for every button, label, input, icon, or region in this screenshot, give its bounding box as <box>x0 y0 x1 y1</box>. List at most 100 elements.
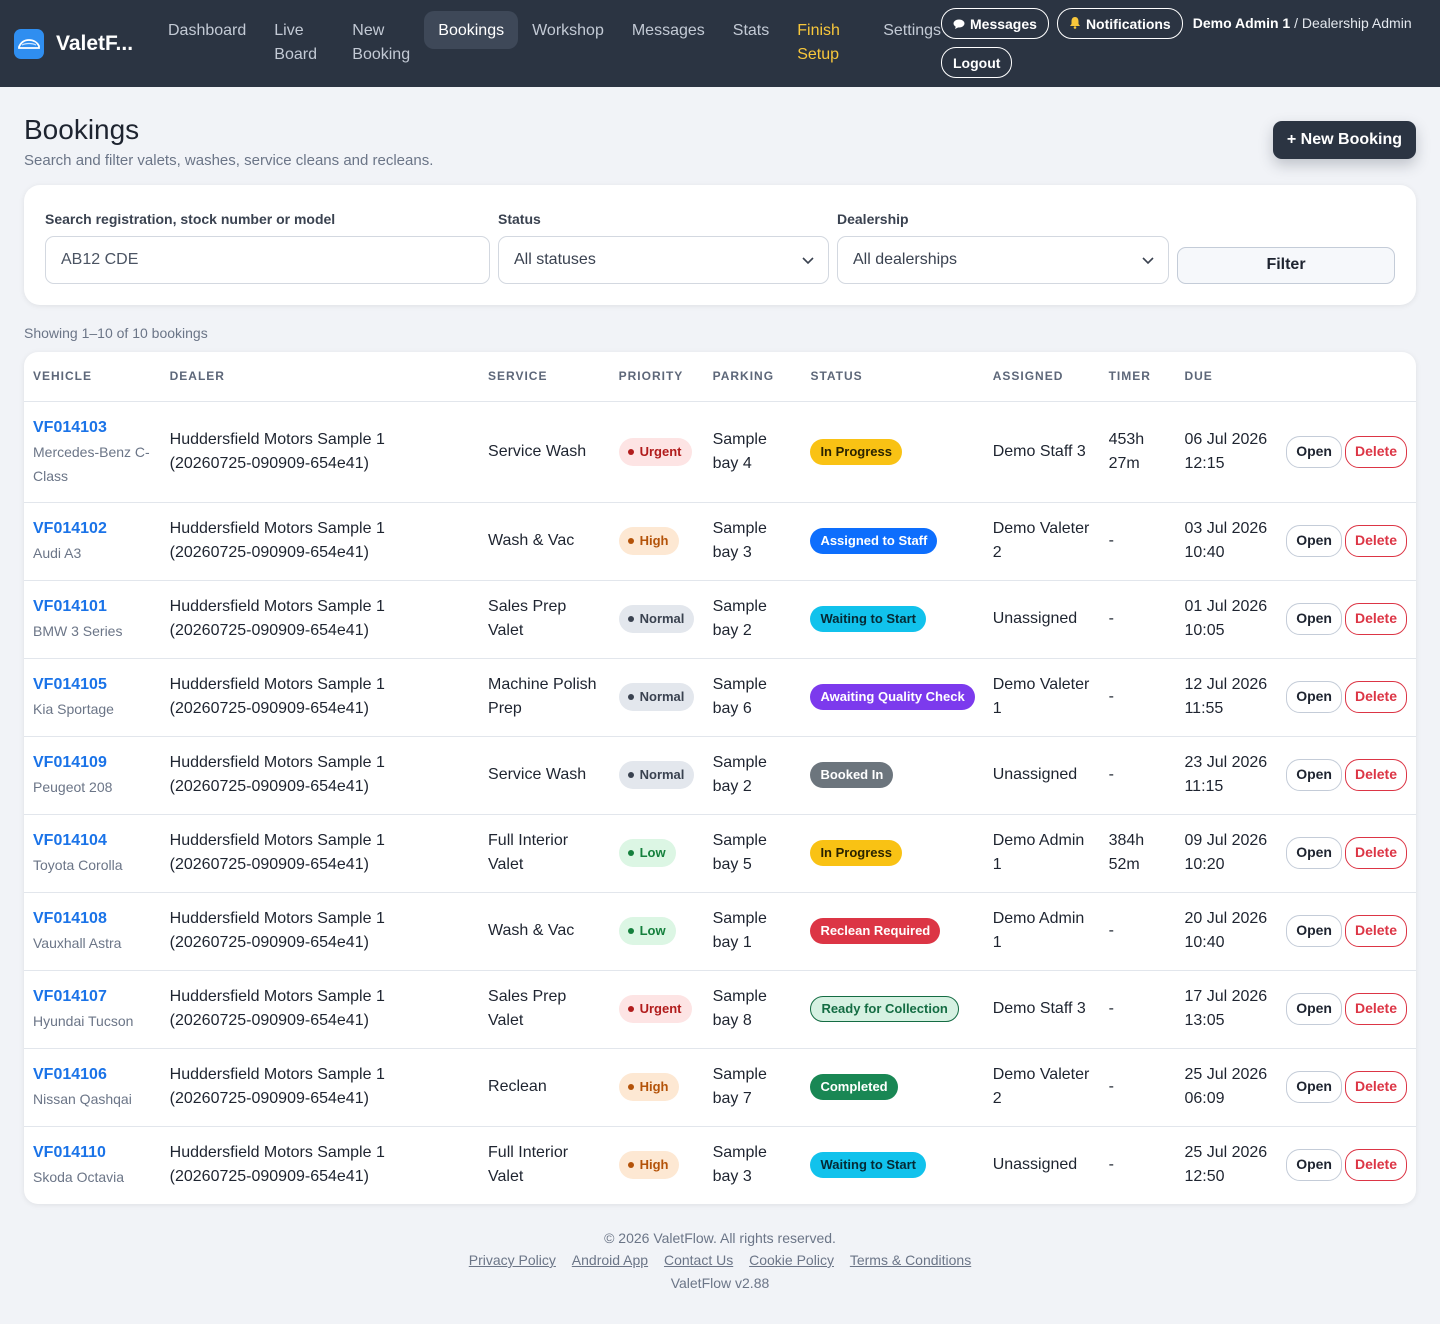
delete-button[interactable]: Delete <box>1344 603 1407 635</box>
col-due[interactable]: DUE <box>1175 352 1278 402</box>
col-vehicle[interactable]: VEHICLE <box>24 352 161 402</box>
table-header-row: VEHICLE DEALER SERVICE PRIORITY PARKING … <box>24 352 1416 402</box>
cookie-policy-link[interactable]: Cookie Policy <box>749 1252 834 1268</box>
android-app-link[interactable]: Android App <box>571 1252 649 1268</box>
col-priority[interactable]: PRIORITY <box>609 352 704 402</box>
timer-cell: - <box>1099 736 1176 815</box>
bookings-table-card: VEHICLE DEALER SERVICE PRIORITY PARKING … <box>24 352 1416 1204</box>
contact-us-link[interactable]: Contact Us <box>663 1252 734 1268</box>
assigned-cell: Demo Valeter 2 <box>983 502 1100 581</box>
table-row: VF014105 Kia Sportage Huddersfield Motors … <box>24 658 1416 737</box>
col-dealer[interactable]: DEALER <box>160 352 480 402</box>
open-button[interactable]: Open <box>1286 1149 1342 1182</box>
nav-stats[interactable]: Stats <box>732 22 770 39</box>
nav-live-board[interactable]: Live Board <box>274 22 317 63</box>
vehicle-plate-link[interactable]: VF014105 <box>33 676 107 693</box>
delete-button[interactable]: Delete <box>1344 993 1407 1025</box>
messages-button[interactable]: Messages <box>941 8 1049 39</box>
privacy-policy-link[interactable]: Privacy Policy <box>468 1252 556 1268</box>
open-button[interactable]: Open <box>1286 525 1342 557</box>
delete-button[interactable]: Delete <box>1344 1071 1407 1103</box>
brand[interactable]: ValetF... <box>14 0 154 87</box>
delete-button[interactable]: Delete <box>1344 915 1407 947</box>
vehicle-plate-link[interactable]: VF014103 <box>33 418 107 436</box>
vehicle-plate-link[interactable]: VF014101 <box>33 598 107 615</box>
terms-conditions-link[interactable]: Terms & Conditions <box>849 1252 972 1268</box>
status-cell: Booked In <box>801 736 984 815</box>
priority-dot-icon <box>627 772 634 778</box>
delete-button[interactable]: Delete <box>1344 525 1407 557</box>
open-button[interactable]: Open <box>1286 759 1342 791</box>
status-cell: Completed <box>801 1048 984 1127</box>
delete-button[interactable]: Delete <box>1344 759 1407 791</box>
vehicle-model: Nissan Qashqai <box>33 1091 132 1107</box>
col-status[interactable]: STATUS <box>801 352 984 402</box>
nav-settings[interactable]: Settings <box>883 22 942 39</box>
open-button[interactable]: Open <box>1286 837 1342 869</box>
assigned-cell: Unassigned <box>983 736 1100 815</box>
nav-dashboard[interactable]: Dashboard <box>168 22 247 39</box>
assigned-cell: Unassigned <box>983 580 1100 659</box>
open-button[interactable]: Open <box>1286 1071 1342 1103</box>
nav-finish-setup[interactable]: Finish Setup <box>797 22 840 63</box>
open-button[interactable]: Open <box>1286 603 1342 635</box>
timer-cell: - <box>1099 580 1176 659</box>
timer-cell: - <box>1099 970 1176 1049</box>
priority-dot-icon <box>627 1006 634 1012</box>
vehicle-plate-link[interactable]: VF014106 <box>33 1066 107 1083</box>
nav-bookings[interactable]: Bookings <box>424 11 519 49</box>
status-badge: Booked In <box>810 762 894 788</box>
vehicle-model: Kia Sportage <box>33 701 114 717</box>
vehicle-plate-link[interactable]: VF014102 <box>33 520 107 537</box>
priority-badge: Normal <box>618 761 695 789</box>
priority-label: Urgent <box>639 443 682 459</box>
service-cell: Reclean <box>479 1048 610 1127</box>
due-cell: 25 Jul 2026 06:09 <box>1175 1048 1278 1127</box>
dealership-select[interactable]: All dealerships <box>837 236 1169 284</box>
nav-workshop[interactable]: Workshop <box>532 22 604 39</box>
open-button[interactable]: Open <box>1286 435 1342 468</box>
status-select[interactable]: All statuses <box>498 236 829 284</box>
vehicle-model: Mercedes-Benz C-Class <box>33 443 150 484</box>
dealer-cell: Huddersfield Motors Sample 1 (20260725-0… <box>160 658 480 737</box>
vehicle-plate-link[interactable]: VF014110 <box>33 1144 106 1162</box>
open-button[interactable]: Open <box>1286 993 1342 1025</box>
delete-button[interactable]: Delete <box>1344 1149 1407 1182</box>
parking-cell: Sample bay 2 <box>703 736 802 815</box>
timer-cell: - <box>1099 892 1176 971</box>
search-input[interactable]: AB12 CDE <box>45 236 490 284</box>
open-button[interactable]: Open <box>1286 915 1342 947</box>
priority-label: Normal <box>639 767 685 782</box>
notifications-button[interactable]: Notifications <box>1056 8 1183 39</box>
assigned-cell: Demo Admin 1 <box>983 814 1100 893</box>
col-service[interactable]: SERVICE <box>479 352 610 402</box>
vehicle-plate-link[interactable]: VF014109 <box>33 754 107 771</box>
vehicle-cell: VF014104 Toyota Corolla <box>24 814 161 893</box>
delete-button[interactable]: Delete <box>1344 837 1407 869</box>
service-cell: Full Interior Valet <box>479 814 610 893</box>
assigned-cell: Demo Admin 1 <box>983 892 1100 971</box>
nav-new-booking[interactable]: New Booking <box>352 22 411 63</box>
vehicle-plate-link[interactable]: VF014104 <box>33 832 107 849</box>
table-row: VF014104 Toyota Corolla Huddersfield Motor… <box>24 814 1416 893</box>
dealer-cell: Huddersfield Motors Sample 1 (20260725-0… <box>160 1048 480 1127</box>
nav-messages[interactable]: Messages <box>631 22 705 39</box>
status-cell: Reclean Required <box>801 892 984 971</box>
open-button[interactable]: Open <box>1286 681 1342 713</box>
assigned-cell: Demo Staff 3 <box>983 970 1100 1049</box>
vehicle-model: BMW 3 Series <box>33 623 123 639</box>
col-timer[interactable]: TIMER <box>1099 352 1176 402</box>
delete-button[interactable]: Delete <box>1344 681 1407 713</box>
page-title: Bookings <box>24 114 140 145</box>
col-assigned[interactable]: ASSIGNED <box>983 352 1100 402</box>
filter-button[interactable]: Filter <box>1177 247 1395 284</box>
logout-button[interactable]: Logout <box>941 47 1013 78</box>
vehicle-plate-link[interactable]: VF014107 <box>33 988 107 1005</box>
vehicle-plate-link[interactable]: VF014108 <box>33 910 107 927</box>
main-nav: Dashboard Live Board New Booking Booking… <box>154 0 955 73</box>
new-booking-button[interactable]: + New Booking <box>1272 121 1416 159</box>
col-parking[interactable]: PARKING <box>703 352 802 402</box>
parking-cell: Sample bay 8 <box>703 970 802 1049</box>
vehicle-cell: VF014102 Audi A3 <box>24 502 161 581</box>
delete-button[interactable]: Delete <box>1344 435 1407 468</box>
